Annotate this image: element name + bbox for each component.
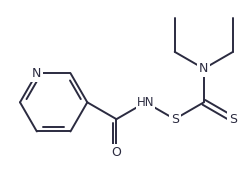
Text: N: N [32, 67, 41, 80]
Text: HN: HN [136, 96, 154, 109]
Text: O: O [111, 146, 121, 159]
Text: S: S [228, 113, 236, 126]
Text: N: N [198, 62, 208, 75]
Text: S: S [170, 113, 178, 126]
